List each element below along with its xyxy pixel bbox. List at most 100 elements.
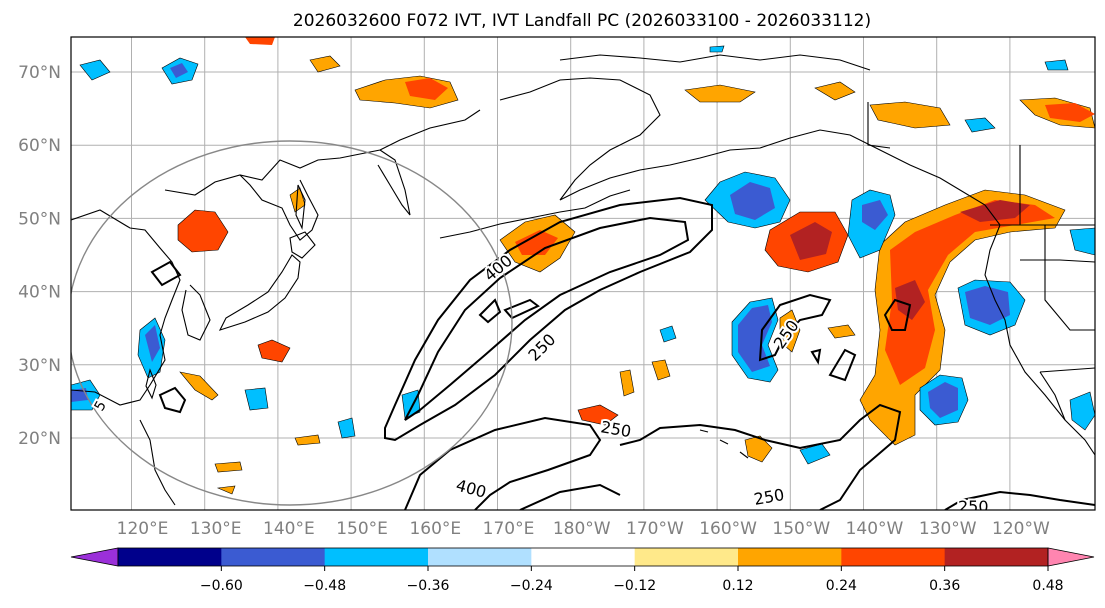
negative-anomaly-region — [965, 286, 1010, 325]
colorbar-segment — [944, 548, 1049, 566]
positive-anomaly-region — [257, 339, 291, 363]
colorbar-segment — [118, 548, 222, 566]
colorbar-segment — [428, 548, 532, 566]
negative-anomaly-region — [1069, 391, 1095, 431]
colorbar-segment — [841, 548, 946, 566]
positive-anomaly-region — [216, 485, 236, 495]
colorbar-tick-label: 0.24 — [826, 578, 857, 594]
map-frame — [70, 36, 1096, 511]
ivt-contour-250 — [619, 403, 902, 510]
mexico-border — [1039, 367, 1095, 373]
negative-anomaly-region — [170, 63, 188, 78]
ivt-contour-250 — [828, 348, 857, 382]
korea-coastline — [181, 284, 211, 341]
positive-anomaly-region — [684, 84, 756, 103]
positive-anomaly-region — [960, 200, 1030, 222]
figure-title: 2026032600 F072 IVT, IVT Landfall PC (20… — [293, 11, 871, 31]
ivt-contour-250 — [519, 483, 621, 510]
coastlines — [71, 54, 1095, 506]
colorbar-segment — [738, 548, 842, 566]
negative-anomaly-region — [709, 45, 725, 53]
contour-label: 250 — [958, 497, 989, 516]
negative-anomaly-region — [244, 387, 269, 411]
ivt-contour-250 — [384, 196, 713, 442]
alaska-canada-border — [867, 102, 891, 149]
hokkaido-coastline — [289, 231, 316, 259]
ivt-contour-250 — [758, 293, 832, 362]
taiwan-coastline — [145, 368, 157, 400]
colorbar-tick-label: −0.12 — [613, 578, 656, 594]
positive-anomaly-region — [577, 404, 619, 426]
ivt-contour-250 — [944, 490, 1095, 510]
negative-anomaly-region — [145, 325, 160, 362]
negative-anomaly-region — [964, 117, 996, 133]
map-panel: 400 250 250 250 400 250 250 5 70°N60°N50… — [18, 36, 1096, 539]
positive-anomaly-region — [885, 200, 1055, 385]
latitude-label: 60°N — [18, 136, 61, 156]
northeast-asia-coastline — [164, 109, 481, 196]
ivt-contour-250 — [883, 298, 912, 331]
longitude-label: 160°E — [409, 519, 461, 539]
negative-anomaly-region — [928, 382, 958, 418]
longitude-label: 150°W — [772, 519, 830, 539]
baja-coastline — [1039, 371, 1066, 421]
positive-anomaly-region — [294, 434, 321, 446]
longitude-label: 180°W — [553, 519, 611, 539]
latitude-label: 30°N — [18, 356, 61, 376]
colorbar-tick-label: 0.48 — [1032, 578, 1063, 594]
colorbar-outline — [117, 547, 1049, 567]
positive-anomaly-region — [179, 371, 219, 401]
ivt-contour-250 — [810, 348, 822, 365]
colorbar-tick-label: −0.36 — [407, 578, 450, 594]
positive-anomaly-region — [869, 101, 951, 129]
okhotsk-coastline — [239, 174, 319, 241]
aleutian-chain — [439, 189, 631, 239]
longitude-label: 120°E — [117, 519, 169, 539]
ivt-contour-400 — [478, 298, 502, 324]
ivt-contour-400 — [404, 216, 690, 421]
colorbar-segment — [634, 548, 739, 566]
colorbar: −0.60 −0.48 −0.36 −0.24 −0.12 0.12 0.24 0.36 0.4… — [70, 547, 1095, 594]
longitude-label: 130°W — [919, 519, 977, 539]
ivt-contour-400 — [503, 298, 540, 320]
positive-anomaly-region — [177, 209, 229, 253]
negative-anomaly-region — [79, 59, 111, 81]
latitude-label: 70°N — [18, 63, 61, 83]
colorbar-tick-label: −0.24 — [510, 578, 553, 594]
colorbar-tick-label: 0.12 — [722, 578, 753, 594]
positive-anomaly-region — [214, 461, 243, 473]
colorbar-segment — [221, 548, 326, 566]
north-america-west-coast — [984, 224, 1095, 456]
colorbar-extend-max — [1047, 547, 1095, 567]
colorbar-segment — [324, 548, 429, 566]
positive-anomaly-region — [245, 37, 275, 45]
latitude-label: 50°N — [18, 209, 61, 229]
graticule — [71, 37, 1095, 510]
longitude-label: 140°W — [846, 519, 904, 539]
longitude-label: 130°E — [190, 519, 242, 539]
positive-anomaly-region — [895, 280, 925, 320]
colorbar-extend-min — [70, 547, 119, 567]
longitude-label: 170°E — [483, 519, 535, 539]
latitude-label: 20°N — [18, 429, 61, 449]
state-border — [1044, 225, 1095, 331]
positive-anomaly-region — [619, 369, 635, 397]
japan-coastline — [218, 254, 301, 331]
negative-anomaly-region — [401, 389, 421, 419]
longitude-label: 170°W — [626, 519, 684, 539]
positive-anomaly-region — [814, 81, 856, 101]
colorbar-tick-label: 0.36 — [929, 578, 960, 594]
longitude-label: 150°E — [336, 519, 388, 539]
positive-anomaly-region — [790, 222, 832, 260]
longitude-labels: 120°E 130°E 140°E 150°E 160°E 170°E 180°W 170°W… — [117, 519, 1050, 539]
sakhalin-coastline — [295, 184, 306, 231]
colorbar-tick-label: −0.60 — [200, 578, 243, 594]
negative-anomaly-region — [738, 305, 772, 372]
state-border — [1020, 259, 1095, 263]
hawaii-islands — [699, 429, 749, 459]
ivt-contour-250 — [158, 386, 187, 414]
longitude-label: 120°W — [992, 519, 1050, 539]
negative-anomaly-region — [1069, 227, 1095, 256]
